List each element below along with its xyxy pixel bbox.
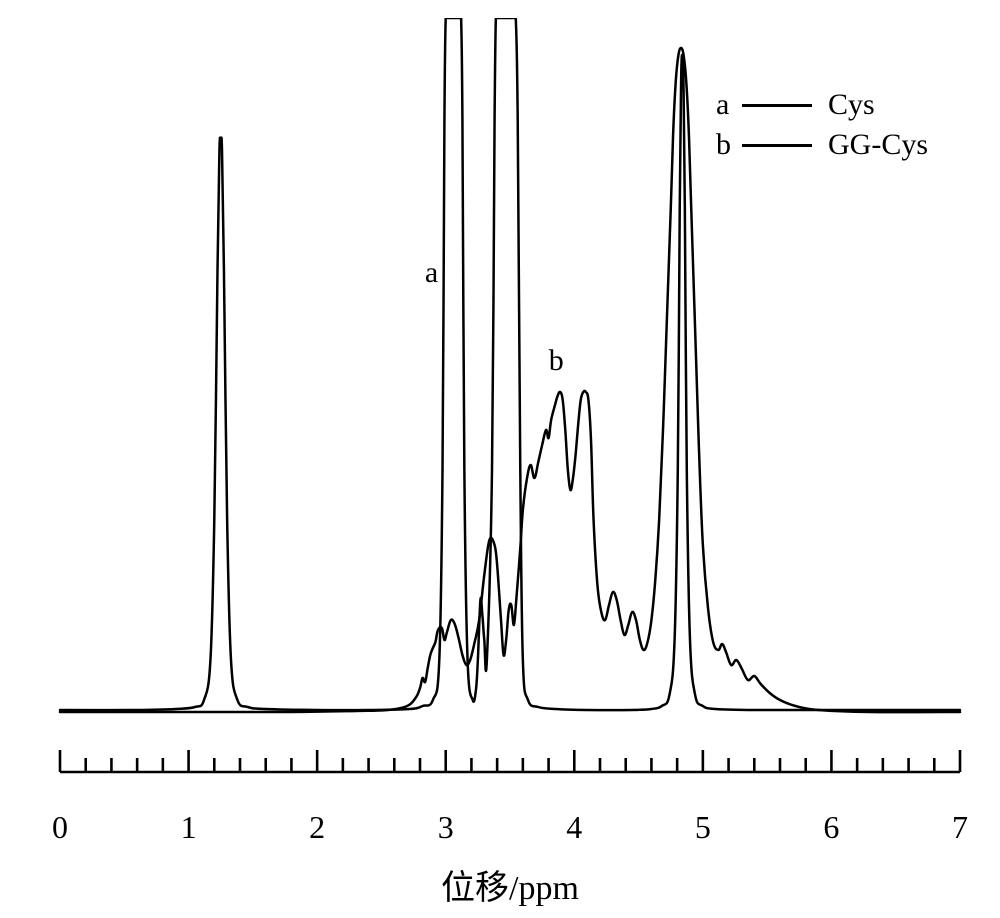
legend: a Cys b GG-Cys xyxy=(716,88,928,168)
legend-item: b GG-Cys xyxy=(716,128,928,162)
x-tick-label: 1 xyxy=(181,809,197,845)
legend-label: GG-Cys xyxy=(828,128,928,162)
chart-frame: 01234567ab aCysbGG-Cys 位移/ppm xyxy=(0,0,1000,913)
x-tick-label: 6 xyxy=(823,809,839,845)
legend-letter: b xyxy=(716,128,742,162)
x-tick-label: 4 xyxy=(566,809,582,845)
legend-label: Cys xyxy=(828,88,875,122)
x-tick-label: 2 xyxy=(309,809,325,845)
x-tick-label: 0 xyxy=(52,809,68,845)
legend-item: a Cys xyxy=(716,88,928,122)
x-tick-label: 5 xyxy=(695,809,711,845)
legend-line xyxy=(742,144,812,147)
legend-line xyxy=(742,104,812,107)
series-label-a: a xyxy=(425,256,438,289)
x-tick-label: 3 xyxy=(438,809,454,845)
x-tick-label: 7 xyxy=(952,809,968,845)
series-label-b: b xyxy=(549,344,564,377)
legend-letter: a xyxy=(716,88,742,122)
x-axis-title: 位移/ppm xyxy=(60,860,960,909)
